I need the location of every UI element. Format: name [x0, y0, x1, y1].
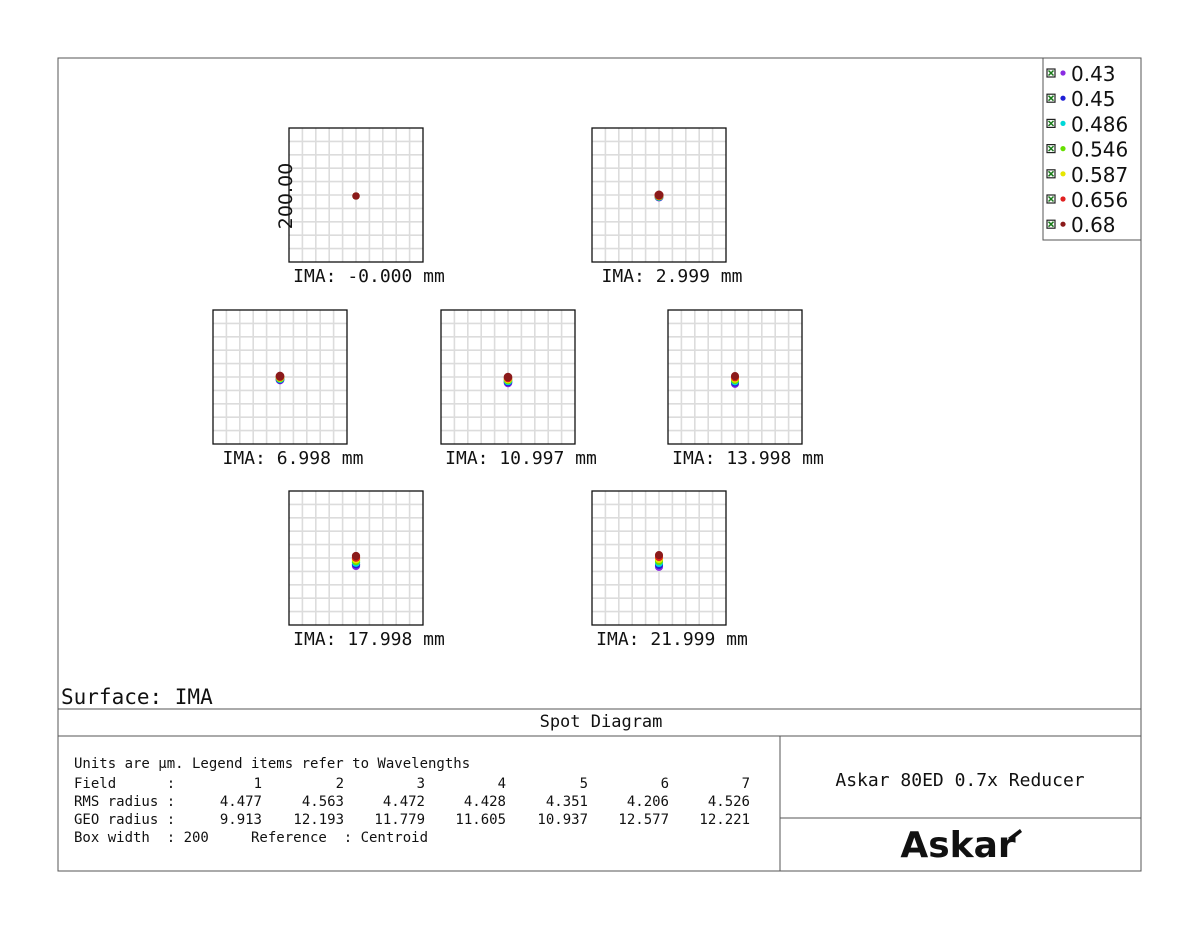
rms-value: 4.351 [546, 794, 588, 810]
legend-item-0.486[interactable]: 0.486 [1046, 112, 1128, 136]
spot-point-wl-0.68 [654, 190, 664, 200]
spot-box-border [288, 127, 424, 263]
geo-value: 11.779 [374, 812, 425, 828]
info-units-line: Units are µm. Legend items refer to Wave… [74, 756, 470, 772]
field-label: IMA: 17.998 mm [293, 629, 445, 650]
geo-value: 12.193 [293, 812, 344, 828]
spot-box-border [591, 127, 727, 263]
spot-box-field-6: IMA: 17.998 mm [288, 490, 445, 650]
legend-marker [1060, 95, 1066, 101]
check-icon [1047, 145, 1055, 152]
spot-box-field-1: IMA: -0.000 mm [288, 127, 445, 287]
legend-marker [1060, 221, 1066, 227]
spot-boxes: IMA: -0.000 mm IMA: 2.999 mm IMA: 6.998 mm… [212, 127, 824, 650]
field-value: 3 [417, 776, 425, 792]
legend-item-0.68[interactable]: 0.68 [1046, 213, 1116, 237]
surface-label: Surface: IMA [61, 685, 213, 709]
check-icon [1047, 120, 1055, 127]
askar-logo: Askar [900, 825, 1022, 866]
product-name: Askar 80ED 0.7x Reducer [835, 770, 1084, 791]
spot-box-border [440, 309, 576, 445]
legend-label: 0.45 [1071, 87, 1116, 111]
legend-box [1042, 57, 1142, 241]
check-icon [1047, 95, 1055, 102]
spot-box-border [288, 490, 424, 626]
field-value: 6 [661, 776, 669, 792]
info-box-width-line: Box width : 200 Reference : Centroid [74, 830, 428, 846]
check-icon [1047, 69, 1055, 77]
box-scale-label: 200.00 [275, 163, 297, 229]
geo-value: 12.221 [699, 812, 750, 828]
outer-frame [57, 57, 1142, 872]
info-panel: Units are µm. Legend items refer to Wave… [74, 756, 750, 846]
info-field-label: Field : [74, 776, 175, 792]
field-value: 2 [336, 776, 344, 792]
field-label: IMA: -0.000 mm [293, 266, 445, 287]
legend-item-0.656[interactable]: 0.656 [1046, 188, 1128, 212]
check-icon [1047, 221, 1055, 228]
legend-marker [1060, 120, 1066, 126]
spot-point-wl-0.68 [275, 371, 285, 381]
geo-value: 11.605 [455, 812, 506, 828]
spot-point-wl-0.68 [351, 551, 361, 561]
legend-marker [1060, 70, 1066, 76]
geo-value: 12.577 [618, 812, 669, 828]
field-label: IMA: 21.999 mm [596, 629, 748, 650]
legend-label: 0.656 [1071, 188, 1128, 212]
legend-label: 0.43 [1071, 62, 1116, 86]
rms-value: 4.428 [464, 794, 506, 810]
spot-box-field-5: IMA: 13.998 mm [667, 309, 824, 469]
spot-box-border [591, 490, 727, 626]
geo-value: 10.937 [537, 812, 588, 828]
spot-point-wl-0.68 [503, 372, 513, 382]
legend-item-0.587[interactable]: 0.587 [1046, 163, 1128, 187]
logo-text: Askar [900, 825, 1016, 866]
legend-marker [1060, 196, 1066, 202]
legend-label: 0.587 [1071, 163, 1128, 187]
spot-box-field-7: IMA: 21.999 mm [591, 490, 748, 650]
spot-box-field-4: IMA: 10.997 mm [440, 309, 597, 469]
rms-value: 4.472 [383, 794, 425, 810]
field-label: IMA: 2.999 mm [602, 266, 743, 287]
legend-marker [1060, 171, 1066, 177]
rms-value: 4.563 [302, 794, 344, 810]
info-geo-label: GEO radius : [74, 812, 175, 828]
legend-label: 0.486 [1071, 112, 1128, 136]
spot-box-border [667, 309, 803, 445]
spot-box-field-2: IMA: 2.999 mm [591, 127, 743, 287]
legend-label: 0.68 [1071, 213, 1116, 237]
diagram-title: Spot Diagram [540, 712, 663, 732]
field-value: 5 [580, 776, 588, 792]
legend-item-0.45[interactable]: 0.45 [1046, 87, 1116, 111]
field-label: IMA: 10.997 mm [445, 448, 597, 469]
field-value: 7 [742, 776, 750, 792]
legend-item-0.43[interactable]: 0.43 [1046, 62, 1116, 86]
spot-point-wl-0.68 [654, 551, 664, 560]
field-label: IMA: 6.998 mm [223, 448, 364, 469]
geo-value: 9.913 [220, 812, 262, 828]
legend-item-0.546[interactable]: 0.546 [1046, 138, 1128, 162]
info-rms-label: RMS radius : [74, 794, 175, 810]
spot-point-wl-0.68 [730, 372, 740, 381]
field-value: 1 [254, 776, 262, 792]
rms-value: 4.526 [708, 794, 750, 810]
legend-label: 0.546 [1071, 138, 1128, 162]
rms-value: 4.206 [627, 794, 669, 810]
spot-point-wl-0.68 [352, 192, 360, 200]
field-label: IMA: 13.998 mm [672, 448, 824, 469]
check-icon [1047, 195, 1055, 203]
check-icon [1047, 170, 1055, 177]
spot-box-field-3: IMA: 6.998 mm [212, 309, 364, 469]
rms-value: 4.477 [220, 794, 262, 810]
legend-marker [1060, 146, 1066, 152]
field-value: 4 [498, 776, 506, 792]
spot-box-border [212, 309, 348, 445]
logo-accent [1008, 829, 1022, 840]
